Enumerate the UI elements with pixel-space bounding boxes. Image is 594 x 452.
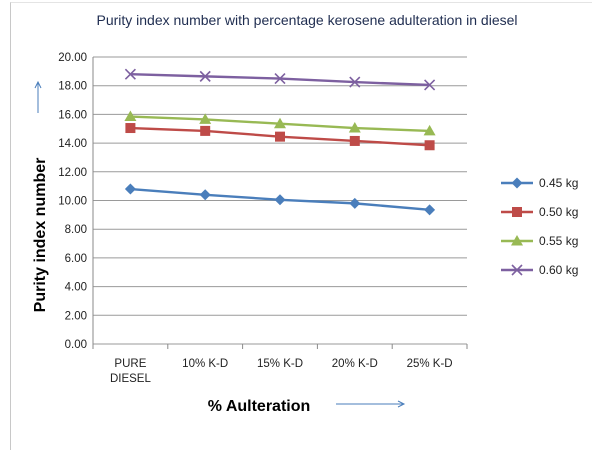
data-point — [274, 72, 286, 85]
data-point — [274, 117, 286, 129]
data-series — [124, 68, 436, 216]
legend: 0.45 kg 0.50 kg 0.55 kg 0.60 kg — [501, 176, 578, 277]
chart-title: Purity index number with percentage kero… — [96, 12, 517, 28]
data-point — [199, 113, 212, 124]
series-line — [124, 68, 436, 91]
y-arrow-head-icon — [34, 80, 42, 89]
y-tick-label: 8.00 — [65, 224, 87, 236]
legend-item: 0.60 kg — [501, 263, 578, 277]
y-tick-label: 14.00 — [58, 138, 87, 150]
data-point — [424, 140, 435, 151]
y-tick-label: 4.00 — [65, 282, 87, 294]
legend-label: 0.60 kg — [539, 263, 578, 277]
data-point — [511, 235, 523, 246]
series-line — [124, 183, 436, 216]
data-point — [124, 68, 136, 80]
data-point — [200, 125, 211, 136]
data-point — [275, 131, 285, 142]
series-line — [124, 110, 436, 136]
x-arrow-head-icon — [397, 400, 406, 408]
line-chart: Purity index number with percentage kero… — [32, 12, 578, 415]
y-tick-label: 2.00 — [65, 310, 87, 322]
data-point — [349, 76, 361, 88]
data-point — [424, 79, 436, 91]
data-point — [124, 110, 137, 122]
y-tick-label: 0.00 — [65, 339, 87, 351]
data-point — [124, 183, 136, 195]
y-tick-label: 20.00 — [58, 52, 87, 64]
data-point — [349, 197, 361, 209]
x-axis-label: % Aulteration — [208, 398, 311, 415]
y-tick-label: 10.00 — [58, 196, 87, 208]
y-tick-labels: 0.00 2.00 4.00 6.00 8.00 10.00 12.00 14.00 16.00… — [58, 52, 87, 351]
y-tick-label: 6.00 — [65, 253, 87, 265]
data-point — [274, 194, 286, 206]
data-point — [125, 123, 136, 134]
x-tick-label: 25% K-D — [407, 358, 453, 370]
series-line — [125, 123, 435, 151]
data-point — [349, 135, 360, 146]
data-point — [512, 207, 522, 217]
y-tick-label: 16.00 — [58, 109, 87, 121]
y-axis-label: Purity index number — [32, 158, 49, 313]
data-point — [348, 122, 361, 133]
data-point — [423, 124, 436, 136]
legend-label: 0.45 kg — [539, 176, 578, 190]
y-tick-label: 12.00 — [58, 167, 87, 179]
legend-item: 0.45 kg — [501, 176, 578, 190]
legend-item: 0.50 kg — [501, 205, 578, 219]
chart-frame: Purity index number with percentage kero… — [10, 2, 592, 450]
data-point — [511, 264, 523, 276]
data-point — [424, 204, 436, 216]
x-tick-label: 15% K-D — [257, 358, 303, 370]
legend-label: 0.55 kg — [539, 234, 578, 248]
legend-label: 0.50 kg — [539, 205, 578, 219]
legend-item: 0.55 kg — [501, 234, 578, 248]
x-tick-label: PURE DIESEL — [110, 358, 152, 385]
data-point — [199, 70, 211, 82]
x-tick-label: 20% K-D — [332, 358, 378, 370]
x-tick-label: 10% K-D — [182, 358, 228, 370]
y-tick-label: 18.00 — [58, 81, 87, 93]
x-tick-labels: PURE DIESEL 10% K-D 15% K-D 20% K-D 25% K-D — [110, 358, 453, 385]
data-point — [511, 177, 523, 189]
data-point — [199, 189, 211, 201]
